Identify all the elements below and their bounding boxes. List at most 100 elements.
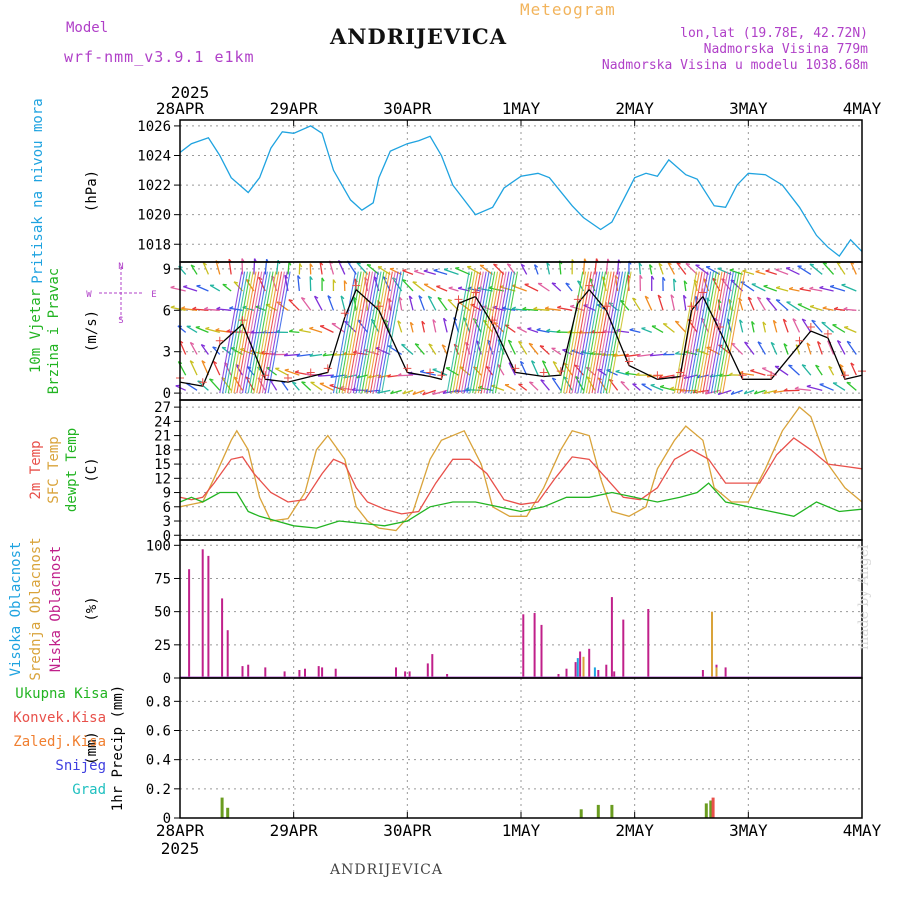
gust-streak	[378, 271, 402, 394]
gust-streak	[577, 271, 601, 394]
wind-arrow	[427, 295, 437, 311]
gust-streak	[463, 271, 487, 394]
bar-cloud-0	[605, 664, 608, 678]
wind-arrow-head	[801, 364, 807, 367]
wind-arrow	[747, 296, 755, 311]
wind-arrow	[201, 360, 210, 376]
wind-arrow-head	[751, 321, 755, 325]
wind-arrow	[827, 340, 835, 355]
wind-arrow-head	[491, 384, 496, 387]
wind-arrow	[401, 279, 414, 292]
wind-arrow	[377, 389, 391, 394]
wind-arrow-head	[242, 305, 247, 309]
wind-arrow	[499, 286, 516, 292]
wind-arrow-head	[551, 282, 557, 285]
wind-arrow	[346, 260, 357, 275]
wind-arrow-head	[837, 340, 842, 344]
bar-cloud-0	[298, 670, 301, 678]
gust-marker	[806, 323, 815, 331]
wind-arrow	[281, 380, 289, 391]
wind-arrow	[192, 308, 209, 311]
wind-arrow	[834, 308, 846, 311]
wind-arrow-head	[811, 319, 816, 323]
wind-arrow	[806, 342, 812, 355]
wind-arrow	[414, 343, 425, 355]
bar-cloud-2	[576, 658, 579, 678]
wind-arrow	[530, 360, 539, 376]
gust-streak	[574, 271, 598, 394]
wind-arrow	[541, 360, 551, 376]
wind-arrow	[658, 262, 664, 275]
wind-arrow	[750, 370, 766, 376]
gust-marker	[840, 371, 849, 380]
y-tick-label: 100	[146, 538, 171, 554]
wind-arrow	[806, 385, 823, 391]
wind-arrow	[402, 389, 414, 395]
gust-marker	[261, 371, 270, 380]
wind-arrow-head	[765, 269, 770, 272]
wind-arrow-head	[557, 305, 562, 309]
gust-streak	[347, 271, 371, 394]
wind-arrow-head	[556, 329, 561, 333]
y-tick-label: 0	[163, 528, 171, 544]
wind-arrow-head	[233, 281, 239, 284]
gust-marker	[198, 378, 207, 387]
wind-arrow-head	[632, 383, 637, 386]
bar-cloud-0	[321, 667, 324, 678]
wind-arrow-head	[457, 286, 463, 289]
wind-arrow-head	[750, 369, 755, 372]
wind-arrow	[297, 275, 300, 292]
x-label-bottom: 29APR	[270, 821, 319, 840]
wind-arrow	[756, 296, 766, 311]
x-label-bottom: 1MAY	[502, 821, 541, 840]
wind-arrow-head	[428, 343, 433, 347]
wind-arrow-head	[398, 296, 403, 301]
wind-arrow-head	[775, 268, 780, 271]
x-label-bottom: 28APR	[156, 821, 205, 840]
wind-arrow-head	[309, 276, 313, 281]
wind-arrow	[605, 258, 609, 275]
wind-arrow-head	[782, 318, 787, 323]
wind-arrow	[512, 308, 527, 311]
gust-streak	[486, 271, 510, 394]
wind-arrow	[420, 370, 436, 376]
gust-streak	[699, 271, 723, 394]
wind-arrow-head	[170, 305, 175, 309]
wind-arrow	[846, 340, 857, 355]
gust-streak	[483, 271, 507, 394]
wind-arrow	[520, 263, 528, 275]
gust-streak	[600, 271, 624, 394]
wind-arrow-head	[292, 381, 297, 385]
gust-streak	[264, 271, 288, 394]
wind-arrow-head	[757, 296, 762, 300]
wind-arrow-head	[819, 285, 824, 289]
wind-arrow	[754, 389, 766, 395]
wind-arrow	[235, 364, 244, 376]
wind-arrow-head	[309, 353, 314, 357]
gust-streak	[722, 271, 746, 394]
wind-arrow-head	[776, 299, 781, 302]
wind-arrow-head	[667, 261, 672, 266]
gust-streak	[480, 271, 504, 394]
ylabel-wind-1: Brzina i Pravac	[46, 268, 62, 394]
bar-cloud-0	[522, 614, 525, 678]
wind-arrow	[799, 288, 811, 292]
gust-marker	[624, 357, 633, 366]
gust-streak	[608, 271, 632, 394]
wind-arrow	[212, 346, 221, 355]
gust-streak	[372, 271, 396, 394]
gust-streak	[688, 271, 712, 394]
wind-arrow-head	[333, 352, 338, 356]
wind-arrow	[533, 308, 550, 311]
y-tick-label: 0	[163, 386, 171, 402]
wind-arrow-head	[520, 360, 525, 365]
station-lonlat: lon,lat (19.78E, 42.72N)	[680, 26, 868, 41]
x-label-top: 29APR	[270, 99, 319, 118]
wind-arrow	[443, 268, 459, 276]
wind-arrow	[432, 319, 437, 333]
wind-arrow-head	[757, 341, 762, 345]
gust-marker	[454, 295, 463, 304]
x-label-top: 2MAY	[615, 99, 654, 118]
gust-streak	[369, 271, 393, 394]
wind-arrow	[497, 364, 505, 376]
